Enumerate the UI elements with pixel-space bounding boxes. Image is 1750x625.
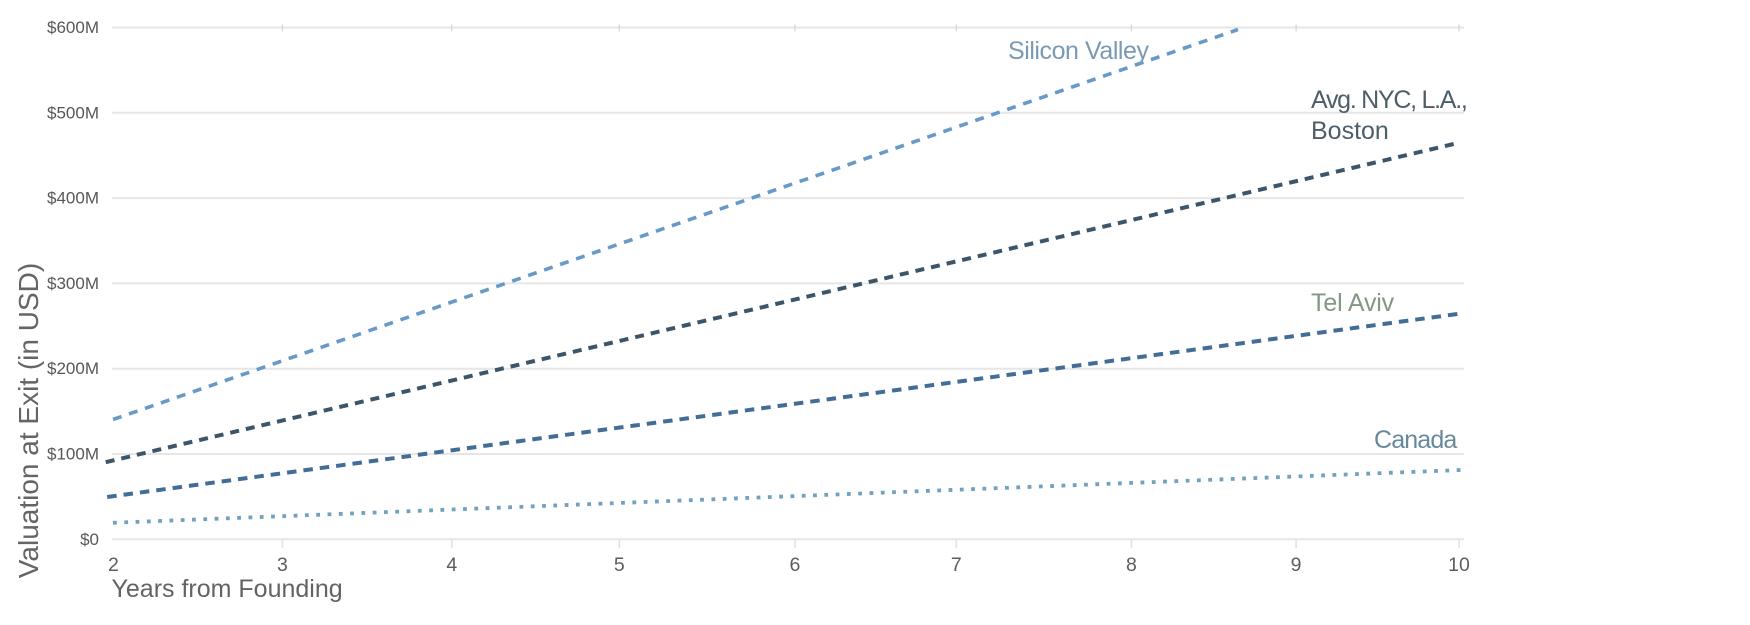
svg-text:$400M: $400M: [47, 189, 99, 208]
svg-text:7: 7: [951, 554, 962, 576]
svg-text:$300M: $300M: [47, 274, 99, 293]
svg-text:Avg. NYC, L.A.,: Avg. NYC, L.A.,: [1311, 86, 1467, 114]
svg-text:Tel Aviv: Tel Aviv: [1311, 289, 1395, 317]
svg-text:$200M: $200M: [47, 359, 99, 378]
svg-text:6: 6: [789, 554, 800, 576]
svg-text:2: 2: [108, 554, 119, 576]
svg-text:10: 10: [1448, 554, 1470, 576]
svg-text:9: 9: [1291, 554, 1302, 576]
svg-text:Years from Founding: Years from Founding: [112, 575, 343, 603]
svg-text:8: 8: [1126, 554, 1137, 576]
svg-text:Boston: Boston: [1311, 117, 1389, 145]
svg-text:3: 3: [277, 554, 288, 576]
svg-text:4: 4: [446, 554, 457, 576]
svg-text:$600M: $600M: [47, 18, 99, 37]
svg-text:Canada: Canada: [1374, 426, 1457, 454]
svg-text:$0: $0: [80, 530, 99, 549]
svg-text:$100M: $100M: [47, 445, 99, 464]
svg-text:Silicon Valley: Silicon Valley: [1008, 37, 1149, 65]
svg-text:Valuation at Exit (in USD): Valuation at Exit (in USD): [13, 263, 44, 578]
svg-text:$500M: $500M: [47, 103, 99, 122]
svg-text:5: 5: [614, 554, 625, 576]
